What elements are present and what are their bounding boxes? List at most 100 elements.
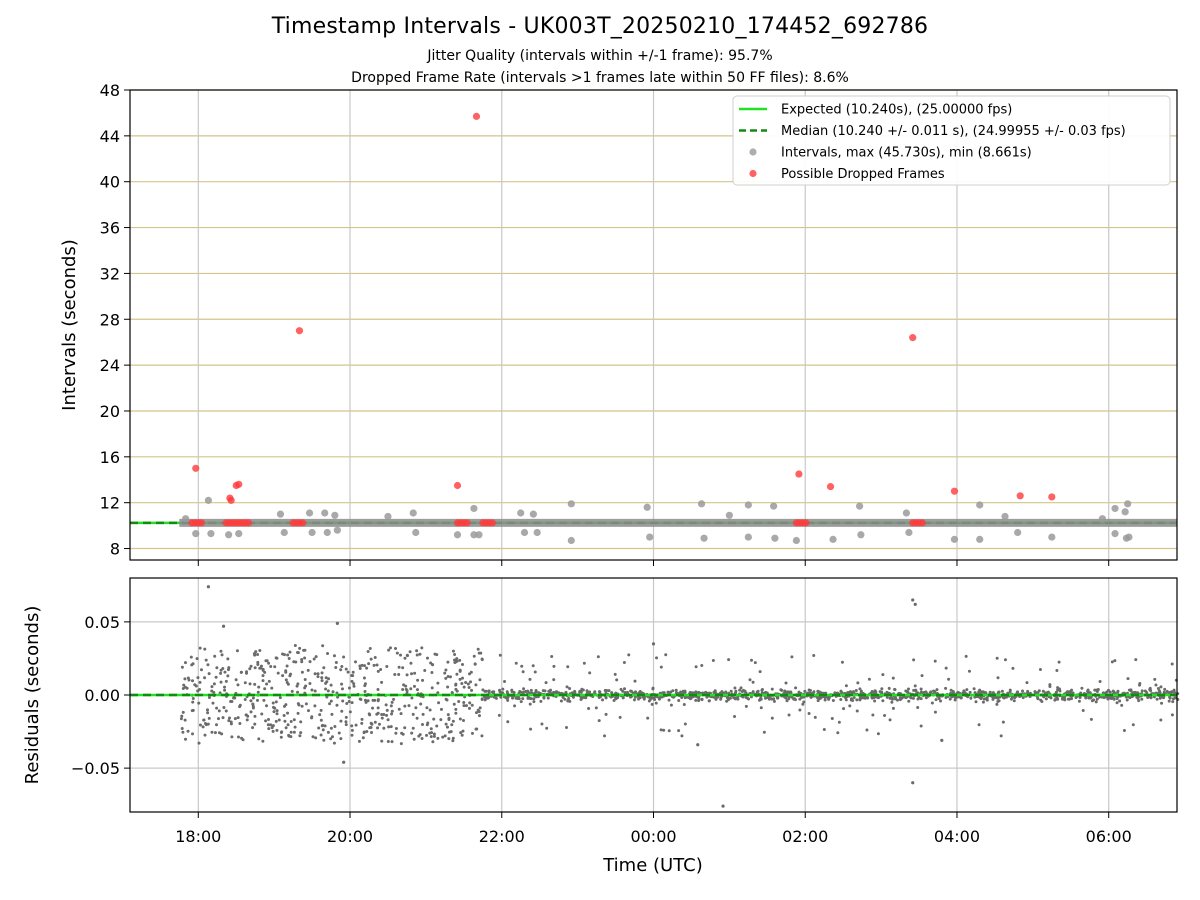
residual-point xyxy=(399,653,403,657)
residual-point xyxy=(181,730,185,734)
residual-point xyxy=(300,660,304,664)
residual-point xyxy=(455,672,459,676)
residual-point xyxy=(461,729,465,733)
residual-point xyxy=(996,700,1000,704)
residual-point xyxy=(425,733,429,737)
residual-point xyxy=(296,682,300,686)
residual-point xyxy=(376,726,380,730)
residual-point xyxy=(340,664,344,668)
y-tick-label: 20 xyxy=(100,402,120,421)
residual-point xyxy=(618,715,622,719)
residual-point xyxy=(843,695,847,699)
residual-point xyxy=(436,691,440,695)
residual-point xyxy=(334,666,338,670)
residual-point xyxy=(369,657,373,661)
residual-point xyxy=(330,735,334,739)
residual-point xyxy=(233,717,237,721)
residual-point xyxy=(195,657,199,661)
residual-point xyxy=(1040,699,1044,703)
residual-point xyxy=(961,691,965,695)
residual-point xyxy=(603,734,607,738)
residual-point xyxy=(256,653,260,657)
residual-point xyxy=(446,685,450,689)
residual-point xyxy=(407,704,411,708)
residual-point xyxy=(213,731,217,735)
residual-point xyxy=(566,665,570,669)
residual-point xyxy=(711,659,715,663)
residual-point xyxy=(377,722,381,726)
residual-point xyxy=(473,662,477,666)
residual-point xyxy=(653,698,657,702)
residual-point xyxy=(856,681,860,685)
residual-point xyxy=(207,716,211,720)
residual-point xyxy=(297,703,301,707)
residual-point xyxy=(409,661,413,665)
residual-point xyxy=(700,663,704,667)
residual-point xyxy=(368,713,372,717)
interval-point xyxy=(744,533,752,541)
residual-point xyxy=(350,724,354,728)
residuals-points xyxy=(179,585,1180,808)
residual-point xyxy=(780,688,784,692)
residual-point xyxy=(390,740,394,744)
residual-point xyxy=(190,732,194,736)
residual-point xyxy=(972,687,976,691)
residual-point xyxy=(281,652,285,656)
interval-point xyxy=(475,531,483,539)
residual-point xyxy=(513,704,517,708)
residual-point xyxy=(566,699,570,703)
residual-point xyxy=(803,689,807,693)
residual-point xyxy=(550,654,554,658)
residual-point xyxy=(347,686,351,690)
residual-point xyxy=(416,678,420,682)
residual-point xyxy=(744,695,748,699)
residual-point xyxy=(244,713,248,717)
residual-point xyxy=(546,696,550,700)
residual-point xyxy=(451,719,455,723)
residual-point xyxy=(273,706,277,710)
residual-point xyxy=(236,683,240,687)
residuals-y-axis-label: Residuals (seconds) xyxy=(22,606,43,785)
residual-point xyxy=(891,676,895,680)
residual-point xyxy=(859,689,863,693)
residual-point xyxy=(405,673,409,677)
residual-point xyxy=(822,727,826,731)
residual-point xyxy=(872,696,876,700)
residual-point xyxy=(376,669,380,673)
interval-point xyxy=(529,510,537,518)
residual-point xyxy=(912,658,916,662)
residual-point xyxy=(344,720,348,724)
residual-point xyxy=(411,712,415,716)
residual-point xyxy=(807,712,811,716)
residual-point xyxy=(815,696,819,700)
residual-point xyxy=(191,697,195,701)
y-tick-label: 44 xyxy=(100,127,120,146)
residual-point xyxy=(613,672,617,676)
interval-point xyxy=(646,533,654,541)
residual-point xyxy=(725,699,729,703)
residual-point xyxy=(785,699,789,703)
y-tick-label: 40 xyxy=(100,173,120,192)
residual-point xyxy=(180,665,184,669)
residual-point xyxy=(837,720,841,724)
interval-point xyxy=(305,509,314,517)
residual-point xyxy=(680,734,684,738)
dropped-frame-point xyxy=(453,481,462,490)
interval-point xyxy=(182,515,190,523)
residual-point xyxy=(1107,696,1111,700)
chart-title: Timestamp Intervals - UK003T_20250210_17… xyxy=(271,14,929,39)
residual-point xyxy=(1057,660,1061,664)
residual-point xyxy=(854,689,858,693)
residual-point xyxy=(432,732,436,736)
residual-point xyxy=(395,651,399,655)
residual-point xyxy=(744,704,748,708)
residual-point xyxy=(279,731,283,735)
residual-point xyxy=(430,686,434,690)
residual-point xyxy=(1167,699,1171,703)
residual-point xyxy=(539,699,543,703)
residual-point xyxy=(373,655,377,659)
dropped-frame-point xyxy=(472,112,481,120)
residual-point xyxy=(261,679,265,683)
residual-point xyxy=(544,681,548,685)
residual-point xyxy=(526,696,530,700)
